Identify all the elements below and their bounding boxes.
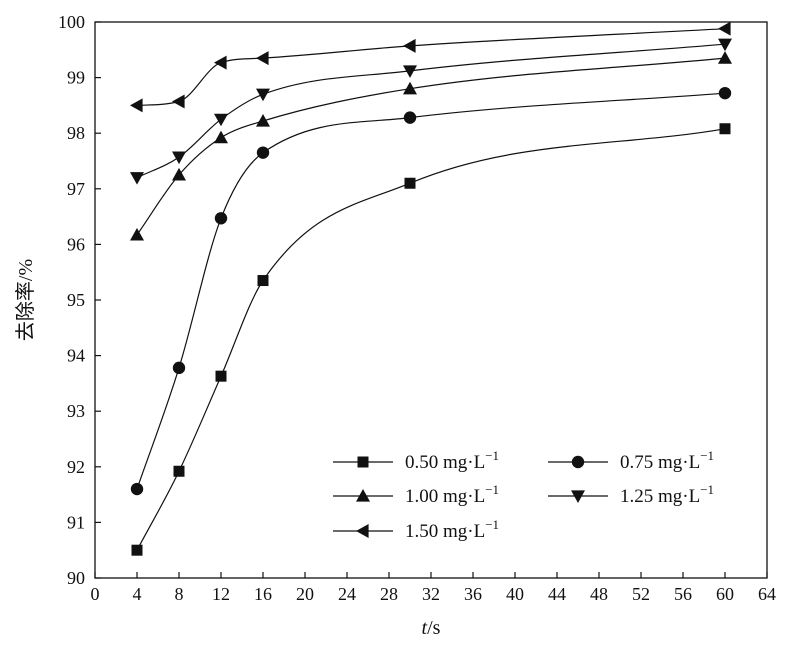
data-point-0 bbox=[404, 177, 416, 189]
data-point-2 bbox=[403, 81, 417, 95]
legend-marker-3 bbox=[571, 490, 585, 503]
x-tick-label: 36 bbox=[464, 584, 482, 604]
x-axis-title: t/s bbox=[422, 617, 441, 639]
y-axis-title: 去除率/% bbox=[14, 259, 37, 341]
y-tick-label: 97 bbox=[67, 179, 85, 199]
y-tick-label: 98 bbox=[67, 123, 85, 143]
data-point-4 bbox=[172, 94, 185, 109]
data-markers bbox=[130, 21, 732, 556]
data-point-3 bbox=[130, 172, 144, 185]
data-point-4 bbox=[718, 21, 731, 36]
y-tick-label: 93 bbox=[67, 401, 85, 421]
legend-label-text: 1.00 mg·L bbox=[405, 486, 485, 507]
x-tick-label: 44 bbox=[548, 584, 566, 604]
legend-marker-1 bbox=[571, 455, 585, 469]
data-point-1 bbox=[718, 86, 732, 100]
data-point-0 bbox=[215, 370, 227, 382]
data-point-0 bbox=[173, 465, 185, 477]
legend-label-0: 0.50 mg·L−1 bbox=[405, 448, 499, 473]
data-point-0 bbox=[131, 544, 143, 556]
x-tick-label: 4 bbox=[133, 584, 142, 604]
legend: 0.50 mg·L−1 0.75 mg·L−11.00 mg·L−1 1.25 mg… bbox=[333, 448, 714, 542]
y-tick-label: 96 bbox=[67, 234, 85, 254]
data-point-1 bbox=[172, 361, 186, 375]
x-tick-label: 60 bbox=[716, 584, 734, 604]
data-point-4 bbox=[403, 38, 416, 53]
legend-label-text: 0.75 mg·L bbox=[620, 452, 700, 473]
y-tick-label: 99 bbox=[67, 68, 85, 88]
data-point-0 bbox=[719, 123, 731, 135]
y-tick-label: 100 bbox=[58, 12, 85, 32]
x-tick-label: 64 bbox=[758, 584, 776, 604]
legend-label-text: 1.25 mg·L bbox=[620, 486, 700, 507]
data-point-1 bbox=[403, 111, 417, 124]
data-point-1 bbox=[256, 146, 270, 159]
data-point-3 bbox=[256, 88, 270, 102]
data-point-2 bbox=[718, 51, 732, 64]
data-point-4 bbox=[256, 51, 269, 66]
x-tick-label: 32 bbox=[422, 584, 440, 604]
legend-label-superscript: −1 bbox=[485, 448, 499, 463]
data-point-1 bbox=[214, 212, 228, 225]
x-tick-label: 24 bbox=[338, 584, 356, 604]
x-tick-label: 16 bbox=[254, 584, 272, 604]
data-point-3 bbox=[403, 65, 417, 78]
legend-label-superscript: −1 bbox=[700, 482, 714, 497]
legend-label-text: 1.50 mg·L bbox=[405, 521, 485, 542]
legend-label-superscript: −1 bbox=[700, 448, 714, 463]
x-tick-label: 56 bbox=[674, 584, 692, 604]
legend-marker-4 bbox=[356, 524, 369, 538]
legend-label-3: 1.25 mg·L−1 bbox=[620, 482, 714, 507]
legend-label-superscript: −1 bbox=[485, 517, 499, 532]
data-point-2 bbox=[214, 130, 228, 144]
x-axis-title-variable: t bbox=[422, 617, 428, 639]
legend-label-4: 1.50 mg·L−1 bbox=[405, 517, 499, 542]
data-point-3 bbox=[718, 38, 732, 52]
y-tick-label: 92 bbox=[67, 457, 85, 477]
data-point-4 bbox=[130, 98, 143, 113]
legend-label-2: 1.00 mg·L−1 bbox=[405, 482, 499, 507]
x-tick-label: 28 bbox=[380, 584, 398, 604]
y-tick-label: 95 bbox=[67, 290, 85, 310]
y-tick-label: 90 bbox=[67, 568, 85, 588]
legend-label-superscript: −1 bbox=[485, 482, 499, 497]
data-point-3 bbox=[172, 151, 186, 165]
data-point-4 bbox=[214, 55, 227, 70]
legend-marker-0 bbox=[357, 456, 369, 468]
data-point-0 bbox=[257, 275, 269, 287]
x-tick-label: 40 bbox=[506, 584, 524, 604]
x-tick-label: 52 bbox=[632, 584, 650, 604]
x-tick-label: 12 bbox=[212, 584, 230, 604]
y-tick-label: 91 bbox=[67, 512, 85, 532]
x-tick-label: 0 bbox=[91, 584, 100, 604]
series-line-1 bbox=[136, 92, 726, 490]
data-point-2 bbox=[172, 167, 186, 181]
legend-label-1: 0.75 mg·L−1 bbox=[620, 448, 714, 473]
data-point-2 bbox=[256, 113, 270, 127]
x-tick-label: 20 bbox=[296, 584, 314, 604]
legend-marker-2 bbox=[356, 489, 370, 502]
x-tick-label: 48 bbox=[590, 584, 608, 604]
data-point-2 bbox=[130, 227, 144, 241]
y-tick-label: 94 bbox=[67, 346, 85, 366]
data-point-1 bbox=[130, 482, 144, 496]
legend-label-text: 0.50 mg·L bbox=[405, 452, 485, 473]
x-axis-title-unit: /s bbox=[427, 617, 441, 639]
data-point-3 bbox=[214, 113, 228, 127]
x-tick-label: 8 bbox=[175, 584, 184, 604]
axis-ticks: 0 4 8 12 16 20 24 28 32 36 40 44 48 52 56 60 64909192939… bbox=[58, 12, 776, 604]
